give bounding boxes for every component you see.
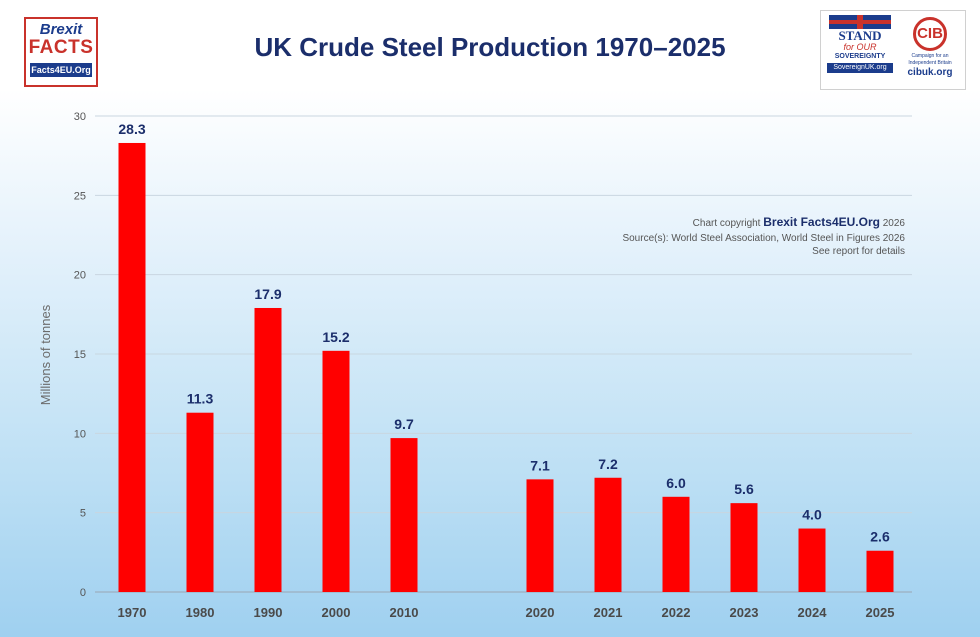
- logo-brexit-text: Brexit: [39, 21, 83, 38]
- x-tick-label-1970: 1970: [118, 605, 147, 620]
- logo-facts-text: FACTS: [28, 37, 94, 58]
- value-label-2025: 2.6: [870, 529, 890, 545]
- bars: [118, 142, 894, 592]
- sovereignuk-url: SovereignUK.org: [827, 63, 893, 73]
- gridlines: [95, 115, 912, 593]
- value-label-2000: 15.2: [322, 329, 349, 345]
- chart-title: UK Crude Steel Production 1970–2025: [254, 32, 725, 62]
- x-tick-label-1990: 1990: [254, 605, 283, 620]
- copyright-suffix: 2026: [880, 218, 905, 229]
- bar-2024: [798, 528, 826, 592]
- value-label-1980: 11.3: [187, 391, 214, 407]
- sovereignty-text: SOVEREIGNTY: [834, 53, 886, 60]
- svg-text:Chart copyright Brexit Facts4E: Chart copyright Brexit Facts4EU.Org 2026: [693, 215, 906, 229]
- value-labels: 28.3 11.3 17.9 15.2 9.7 7.1 7.2 6.0 5.6 4.0 2.6: [118, 121, 890, 545]
- x-tick-label-2023: 2023: [730, 605, 759, 620]
- bar-2022: [662, 496, 690, 592]
- y-tick-labels: 0 5 10 15 20 25 30: [74, 111, 86, 599]
- copyright-prefix: Chart copyright: [693, 218, 764, 229]
- source-note: Source(s): World Steel Association, Worl…: [622, 233, 905, 244]
- x-tick-label-2025: 2025: [866, 605, 895, 620]
- logo-url-text: Facts4EU.Org: [30, 63, 92, 77]
- x-tick-label-2022: 2022: [662, 605, 691, 620]
- y-axis-label: Millions of tonnes: [38, 304, 53, 405]
- bar-2000: [322, 350, 350, 592]
- y-tick-label: 10: [74, 428, 86, 440]
- bar-2010: [390, 438, 418, 592]
- y-tick-label: 15: [74, 349, 86, 361]
- x-tick-label-1980: 1980: [186, 605, 215, 620]
- value-label-1990: 17.9: [254, 286, 281, 302]
- bar-2025: [866, 550, 894, 592]
- bar-1970: [118, 142, 146, 592]
- value-label-2010: 9.7: [394, 416, 414, 432]
- value-label-1970: 28.3: [118, 121, 145, 137]
- bar-2020: [526, 479, 554, 592]
- value-label-2023: 5.6: [734, 481, 754, 497]
- y-tick-label: 25: [74, 190, 86, 202]
- cibuk-url: cibuk.org: [907, 67, 953, 78]
- bar-2023: [730, 503, 758, 592]
- bar-2021: [594, 477, 622, 592]
- bar-1980: [186, 412, 214, 592]
- x-tick-label-2000: 2000: [322, 605, 351, 620]
- copyright-annotation: Chart copyright Brexit Facts4EU.Org 2026…: [622, 215, 905, 257]
- value-label-2024: 4.0: [802, 507, 822, 523]
- union-flag-icon: [829, 15, 891, 29]
- x-tick-labels: 1970 1980 1990 2000 2010 2020 2021 2022 2023 2024…: [118, 605, 895, 620]
- y-tick-label: 5: [80, 508, 86, 520]
- value-label-2020: 7.1: [530, 457, 550, 473]
- partner-logos: STAND for OUR SOVEREIGNTY SovereignUK.or…: [820, 10, 966, 90]
- for-our-text: for OUR: [843, 42, 877, 52]
- cib-tagline: Campaign for an Independent Britain: [908, 53, 952, 66]
- details-note: See report for details: [812, 246, 905, 257]
- x-tick-label-2010: 2010: [390, 605, 419, 620]
- x-tick-label-2024: 2024: [798, 605, 828, 620]
- stand-text: STAND: [838, 28, 882, 43]
- x-tick-label-2021: 2021: [594, 605, 623, 620]
- y-tick-label: 0: [80, 587, 86, 599]
- x-tick-label-2020: 2020: [526, 605, 555, 620]
- value-label-2022: 6.0: [666, 475, 686, 491]
- brexit-facts-logo: Brexit FACTS Facts4EU.Org: [24, 17, 98, 87]
- cib-mark-icon: CIB: [913, 17, 947, 51]
- y-tick-label: 20: [74, 270, 86, 282]
- cib-logo: CIB Campaign for an Independent Britain …: [899, 15, 961, 85]
- copyright-brand: Brexit Facts4EU.Org: [763, 215, 880, 229]
- y-tick-label: 30: [74, 111, 86, 123]
- bar-1990: [254, 307, 282, 592]
- value-label-2021: 7.2: [598, 456, 618, 472]
- stand-sovereignty-logo: STAND for OUR SOVEREIGNTY SovereignUK.or…: [827, 15, 893, 85]
